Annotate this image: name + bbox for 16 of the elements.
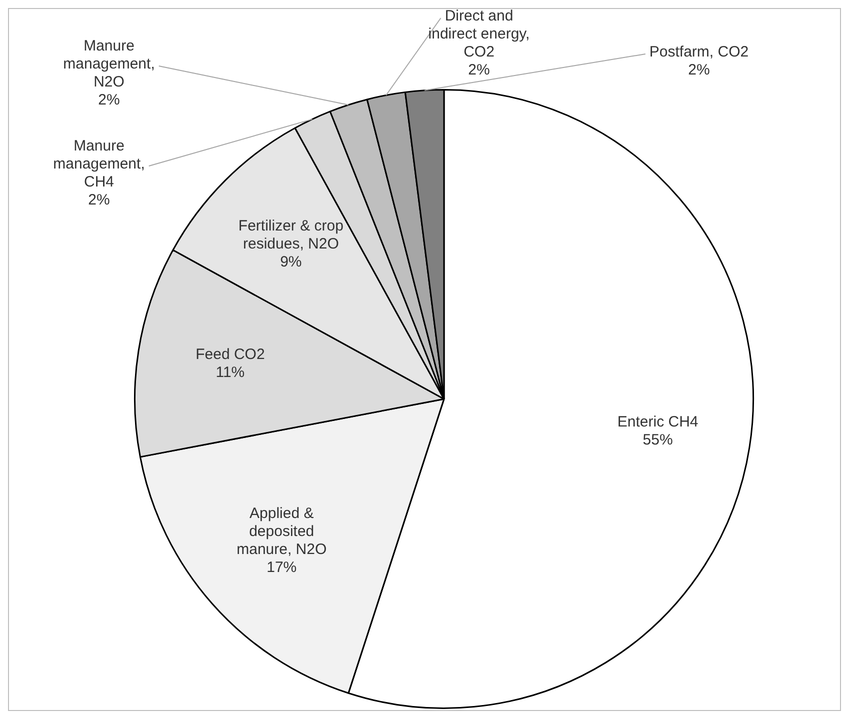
data-label: 2% bbox=[88, 192, 110, 209]
slice-label: Manure management, N2O bbox=[63, 38, 155, 91]
data-label: 17% bbox=[266, 558, 297, 576]
data-label: 9% bbox=[280, 254, 302, 271]
data-label: 55% bbox=[642, 432, 673, 449]
data-label: 2% bbox=[468, 62, 490, 79]
slice-label: Postfarm, CO2 bbox=[649, 44, 749, 61]
slice-label: Fertilizer & crop residues, N2O bbox=[238, 218, 344, 253]
data-label: 11% bbox=[216, 364, 245, 381]
slice-label: Feed CO2 bbox=[196, 346, 265, 363]
slice-label: Enteric CH4 bbox=[617, 414, 698, 431]
data-label: 2% bbox=[688, 62, 710, 79]
slice-label: Applied & deposited manure, N2O bbox=[236, 504, 327, 558]
slice-label: Manure management, CH4 bbox=[53, 138, 145, 191]
slice-label: Direct and indirect energy, CO2 bbox=[428, 8, 530, 61]
data-label: 2% bbox=[98, 92, 120, 109]
